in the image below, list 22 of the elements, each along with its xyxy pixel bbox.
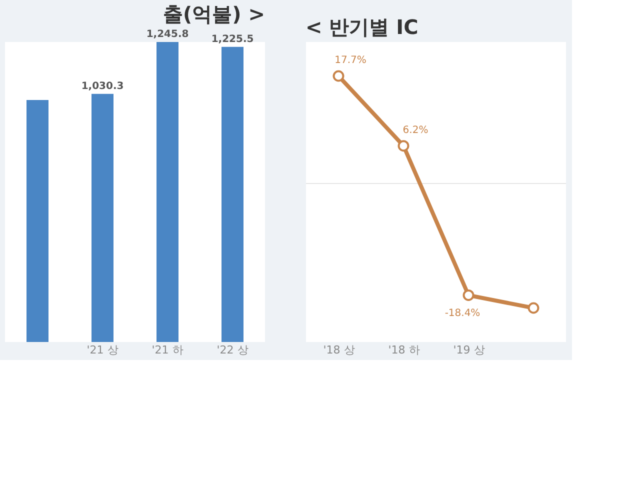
data-label: 6.2% bbox=[402, 124, 428, 136]
chart-title: 출(억불) > bbox=[162, 2, 265, 26]
point bbox=[528, 302, 540, 314]
point bbox=[462, 290, 474, 301]
chart-title: < 반기별 IC bbox=[306, 15, 418, 39]
x-tick-label: '19 상 bbox=[453, 344, 485, 356]
x-tick-label: '21 하 bbox=[152, 344, 184, 356]
x-tick-label: '18 하 bbox=[388, 344, 420, 356]
bar bbox=[92, 94, 114, 342]
data-label: 1,225.5 bbox=[211, 34, 254, 45]
data-label: 1,245.8 bbox=[146, 29, 189, 40]
bar bbox=[26, 100, 48, 342]
x-tick-label: '18 상 bbox=[323, 344, 355, 356]
bar bbox=[222, 46, 244, 342]
data-label: -18.4% bbox=[444, 308, 480, 320]
data-label: 17.7% bbox=[334, 55, 366, 66]
point bbox=[398, 140, 410, 152]
x-tick-label: '21 상 bbox=[86, 344, 118, 356]
bar bbox=[156, 42, 178, 342]
data-label: 1,030.3 bbox=[81, 80, 124, 92]
point bbox=[332, 70, 344, 82]
x-tick-label: '22 상 bbox=[216, 344, 248, 356]
